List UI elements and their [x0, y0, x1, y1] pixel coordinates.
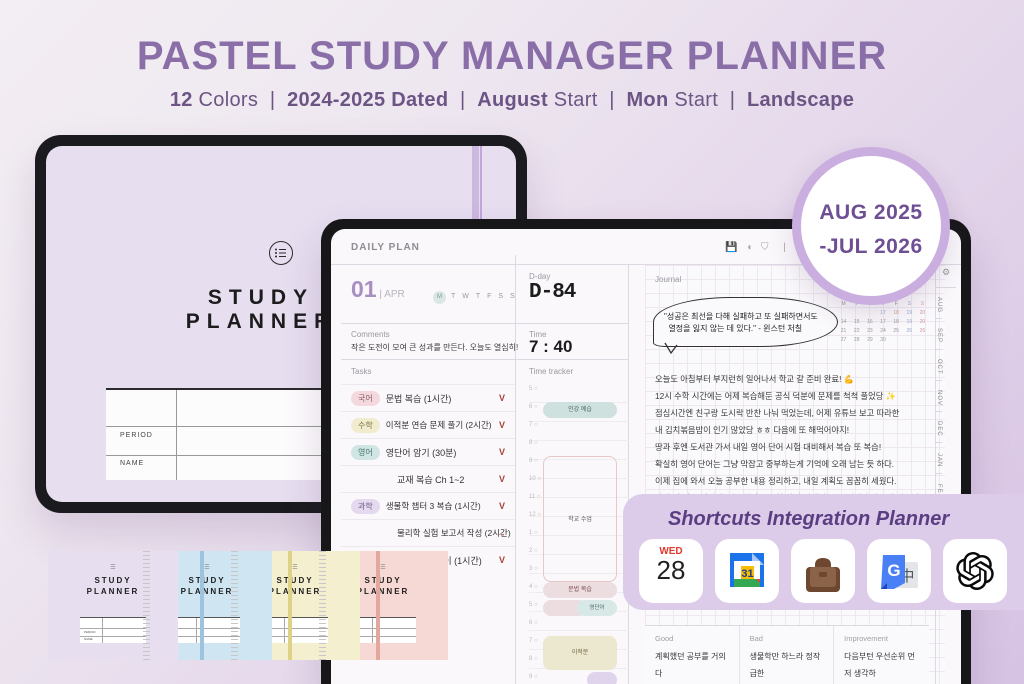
svg-text:31: 31 [741, 568, 753, 580]
svg-text:G: G [887, 561, 900, 580]
